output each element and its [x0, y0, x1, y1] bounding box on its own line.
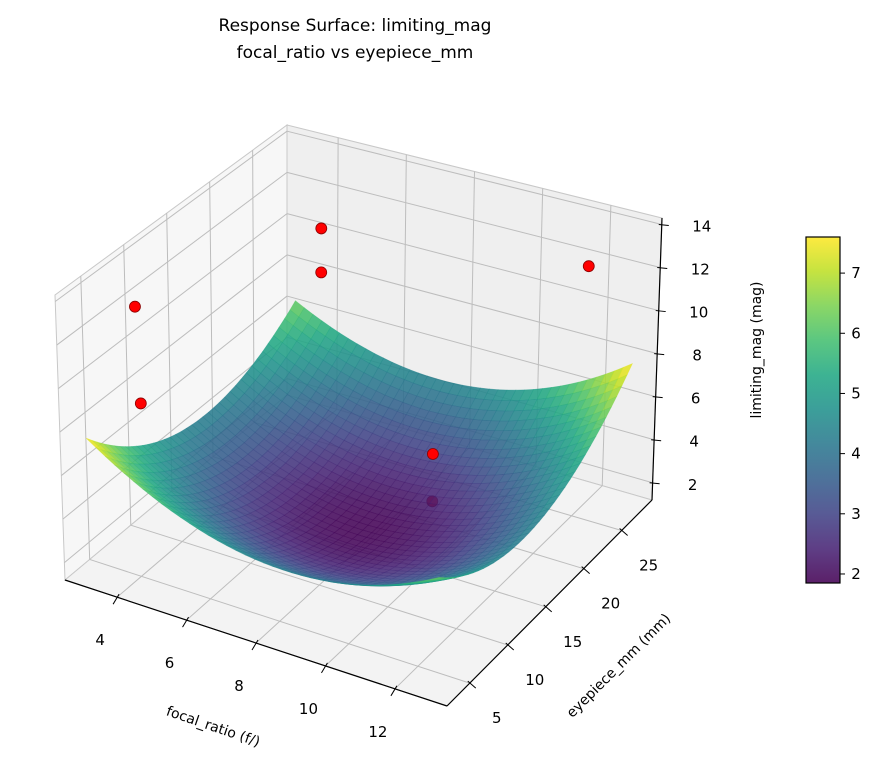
grid-line-z-back — [286, 213, 659, 312]
z-tick — [658, 223, 669, 226]
y-axis-line — [446, 499, 653, 707]
x-tick-label: 10 — [299, 700, 318, 718]
x-tick-label: 4 — [95, 631, 105, 649]
y-tick — [505, 642, 515, 651]
y-tick-label: 10 — [525, 671, 544, 689]
tick-labels: 4 6 8 10 12 5 10 15 20 25 2 4 6 8 10 12 14 — [95, 217, 711, 740]
y-tick-label: 15 — [563, 633, 582, 651]
colorbar-tick-label: 4 — [851, 445, 861, 463]
grid-line-y-left — [80, 276, 91, 560]
data-point — [427, 448, 439, 460]
scatter-points — [129, 222, 595, 460]
data-point — [315, 266, 328, 279]
x-tick — [112, 593, 120, 605]
z-tick-label: 14 — [692, 217, 711, 235]
grid-line-z-back — [286, 171, 661, 268]
grid-line-y-floor — [89, 558, 470, 684]
y-tick-label: 5 — [492, 709, 502, 727]
grid-line-z-back — [286, 130, 662, 225]
x-tick — [182, 616, 189, 628]
x-axis-label: focal_ratio (f/) — [164, 703, 262, 750]
z-tick-label: 8 — [692, 347, 702, 365]
z-tick — [649, 482, 660, 485]
z-tick-label: 4 — [689, 433, 699, 451]
colorbar-frame — [805, 236, 841, 584]
data-point — [134, 397, 147, 410]
z-tick-label: 12 — [691, 261, 710, 279]
colorbar-tick-label: 5 — [851, 384, 861, 402]
y-tick — [619, 528, 628, 536]
chart-title: Response Surface: limiting_mag — [219, 16, 492, 36]
grid-line-x-back — [601, 205, 612, 486]
y-tick — [581, 566, 590, 575]
data-point — [129, 300, 141, 313]
y-tick-label: 20 — [601, 595, 620, 613]
colorbar-tick-label: 3 — [851, 505, 861, 523]
x-tick — [390, 685, 398, 697]
y-tick — [543, 604, 553, 613]
z-axis-line — [651, 217, 663, 501]
y-tick — [467, 680, 477, 689]
x-tick — [321, 662, 328, 674]
grid-line-z-left — [59, 254, 288, 433]
x-tick — [251, 639, 259, 651]
grid-line-y-left — [123, 244, 132, 526]
grid-line-z-left — [54, 130, 288, 302]
colorbar-gradient — [806, 237, 840, 583]
colorbar: 2 3 4 5 6 7 — [805, 236, 861, 584]
y-tick-label: 25 — [639, 557, 658, 575]
grid-line-y-floor — [130, 524, 508, 646]
grid-line-z-back — [286, 254, 658, 355]
x-tick-label: 6 — [165, 654, 175, 672]
z-tick — [654, 353, 665, 356]
grid-line-z-left — [57, 213, 288, 389]
surface-facet — [429, 577, 445, 581]
z-tick — [652, 396, 663, 399]
z-tick-label: 6 — [691, 390, 701, 408]
colorbar-tick-label: 2 — [851, 565, 861, 583]
grid-line-z-left — [62, 336, 288, 520]
grid-line-x-floor — [394, 485, 603, 690]
chart-subtitle: focal_ratio vs eyepiece_mm — [237, 43, 474, 63]
z-tick — [655, 310, 666, 313]
grid-line-z-left — [56, 172, 288, 346]
data-point — [582, 260, 595, 273]
response-surface — [85, 300, 634, 587]
colorbar-tick-label: 6 — [851, 324, 861, 342]
z-tick-label: 10 — [689, 304, 708, 322]
data-point — [315, 222, 328, 235]
z-tick — [651, 439, 662, 442]
colorbar-tick-label: 7 — [851, 264, 861, 282]
x-tick-label: 8 — [234, 677, 244, 695]
y-axis-label: eyepiece_mm (mm) — [564, 611, 674, 721]
z-axis-label: limiting_mag (mag) — [749, 281, 765, 418]
z-tick-label: 2 — [688, 476, 698, 494]
z-tick — [657, 267, 668, 270]
x-tick-label: 12 — [368, 723, 387, 741]
